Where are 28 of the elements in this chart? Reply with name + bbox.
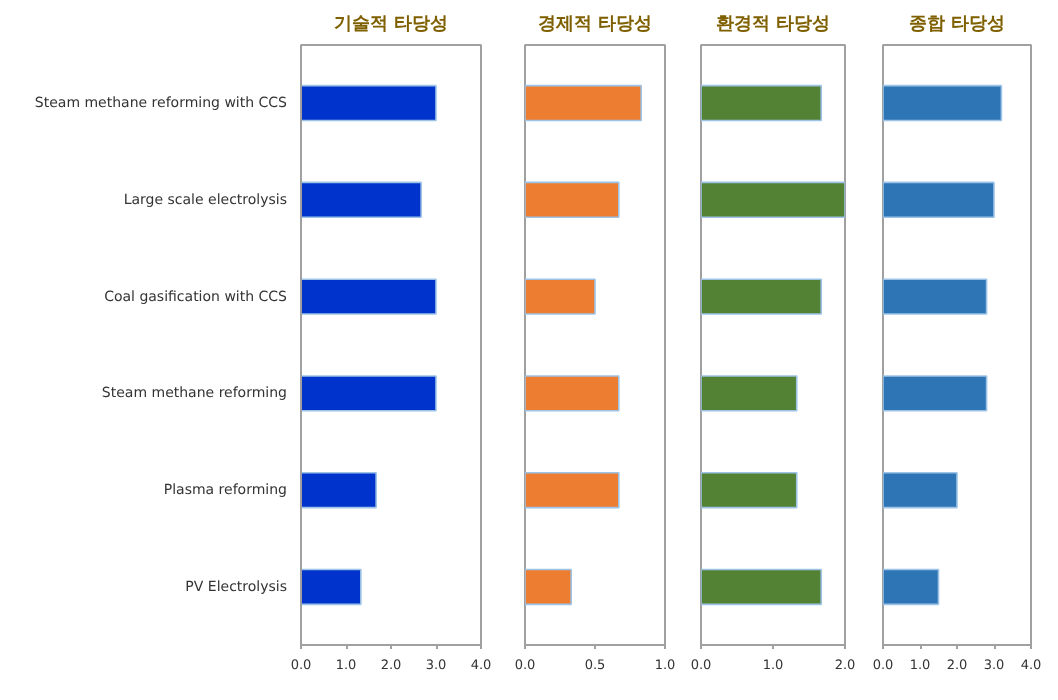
bar <box>525 278 596 315</box>
bar <box>301 84 437 122</box>
chart-title: 환경적 타당성 <box>715 15 831 35</box>
chart-title: 종합 타당성 <box>908 15 1006 35</box>
bar <box>525 568 572 606</box>
bar <box>883 84 1003 122</box>
chart-title: 기술적 타당성 <box>333 15 449 35</box>
bar <box>883 181 995 219</box>
bar <box>301 568 362 606</box>
bar <box>883 278 988 315</box>
bar <box>701 181 845 219</box>
bar <box>883 568 940 606</box>
bar <box>525 375 620 412</box>
bar <box>701 84 823 122</box>
bar <box>301 278 437 315</box>
bar <box>883 471 958 509</box>
bar <box>301 181 422 219</box>
bar <box>701 375 798 412</box>
bar <box>883 375 988 412</box>
bar <box>301 471 377 509</box>
bar <box>701 278 823 315</box>
bar <box>701 568 823 606</box>
bar <box>525 181 620 219</box>
bar <box>701 471 798 509</box>
chart-title: 경제적 타당성 <box>537 15 653 35</box>
bar <box>525 471 620 509</box>
bar <box>301 375 437 412</box>
bar <box>525 84 642 122</box>
